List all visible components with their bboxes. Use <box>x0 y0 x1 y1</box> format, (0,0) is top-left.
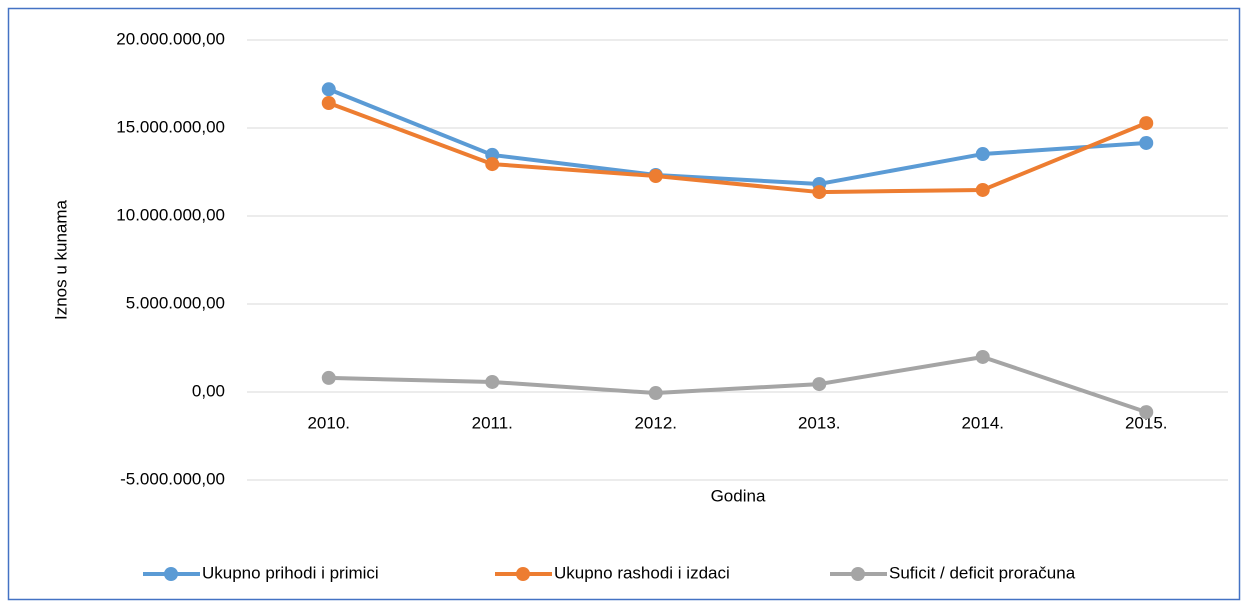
data-point <box>812 185 827 200</box>
data-point <box>812 377 827 392</box>
legend-label: Suficit / deficit proračuna <box>889 563 1076 582</box>
legend-marker <box>164 567 178 581</box>
legend-marker <box>516 567 530 581</box>
y-tick-label: 0,00 <box>192 381 225 400</box>
data-point <box>648 386 663 401</box>
y-tick-label: 5.000.000,00 <box>126 293 225 312</box>
y-tick-label: 20.000.000,00 <box>116 29 225 48</box>
data-point <box>975 349 990 364</box>
x-tick-label: 2014. <box>961 413 1004 432</box>
series-line <box>328 87 1147 186</box>
series-line <box>328 101 1148 195</box>
series-line <box>328 354 1147 414</box>
legend-label: Ukupno rashodi i izdaci <box>554 563 730 582</box>
data-point <box>1139 405 1154 420</box>
x-tick-label: 2013. <box>798 413 841 432</box>
x-tick-label: 2011. <box>472 413 513 432</box>
x-axis-title: Godina <box>711 486 766 505</box>
legend-label: Ukupno prihodi i primici <box>202 563 379 582</box>
data-point <box>321 370 336 385</box>
x-tick-label: 2015. <box>1125 413 1168 432</box>
x-tick-label: 2012. <box>634 413 677 432</box>
y-axis-title: Iznos u kunama <box>51 199 70 320</box>
y-tick-label: 15.000.000,00 <box>116 117 225 136</box>
data-point <box>321 82 336 97</box>
data-point <box>1139 116 1154 131</box>
data-point <box>975 182 990 197</box>
y-tick-label: 10.000.000,00 <box>116 205 225 224</box>
data-point <box>321 96 336 111</box>
data-point <box>1139 135 1154 150</box>
legend-marker <box>851 567 865 581</box>
data-point <box>648 169 663 184</box>
data-point <box>975 147 990 162</box>
data-point <box>485 374 500 389</box>
y-tick-label: -5.000.000,00 <box>120 469 225 488</box>
data-point <box>485 157 500 172</box>
x-tick-label: 2010. <box>307 413 350 432</box>
